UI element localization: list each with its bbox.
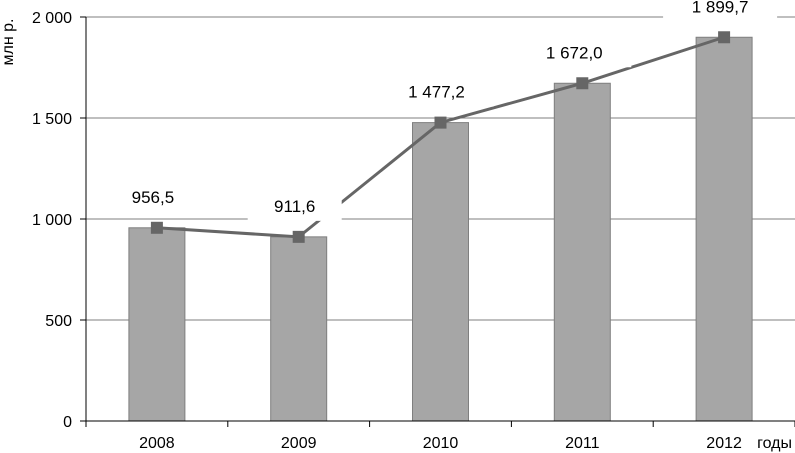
data-label-2010: 1 477,2 bbox=[408, 83, 465, 102]
x-tick-labels: 2008 2009 2010 2011 2012 bbox=[139, 435, 742, 452]
y-tick-label: 1 500 bbox=[32, 111, 72, 128]
data-label-2011: 1 672,0 bbox=[546, 43, 603, 62]
y-tick-label: 1 000 bbox=[32, 212, 72, 229]
x-tick-label: 2009 bbox=[281, 435, 317, 452]
y-tick-label: 2 000 bbox=[32, 10, 72, 27]
bar-2008 bbox=[128, 227, 186, 422]
x-tick-label: 2008 bbox=[139, 435, 175, 452]
data-labels: 956,5 911,6 1 477,2 1 672,0 1 899,7 bbox=[105, 0, 778, 221]
x-tick-label: 2011 bbox=[565, 435, 600, 452]
data-label-bg bbox=[247, 192, 342, 221]
bar-2010 bbox=[412, 122, 469, 422]
marker-2009 bbox=[292, 230, 305, 243]
data-label-2012: 1 899,7 bbox=[692, 0, 749, 16]
data-label-bg bbox=[379, 78, 494, 107]
data-label-2009: 911,6 bbox=[274, 197, 315, 216]
marker-2010 bbox=[434, 116, 447, 129]
bar-2009 bbox=[270, 236, 328, 422]
marker-2008 bbox=[150, 221, 163, 234]
y-tick-label: 0 bbox=[63, 414, 72, 431]
data-label-2008: 956,5 bbox=[132, 188, 175, 207]
x-tick-label: 2012 bbox=[706, 435, 742, 452]
trend-line bbox=[150, 31, 731, 243]
bar-2011 bbox=[553, 82, 611, 422]
axes bbox=[80, 16, 795, 427]
marker-2011 bbox=[576, 77, 589, 90]
marker-2012 bbox=[718, 31, 731, 44]
x-tick-label: 2010 bbox=[423, 435, 459, 452]
y-axis-title: млн р. bbox=[0, 19, 17, 66]
bars bbox=[128, 36, 753, 422]
data-label-bg bbox=[105, 183, 200, 212]
data-label-bg bbox=[517, 39, 632, 68]
bar-2012 bbox=[695, 36, 753, 422]
data-label-bg bbox=[663, 0, 778, 22]
y-tick-label: 500 bbox=[45, 313, 72, 330]
x-axis-title: годы bbox=[757, 435, 792, 452]
y-tick-labels: 0 500 1 000 1 500 2 000 bbox=[32, 10, 72, 431]
